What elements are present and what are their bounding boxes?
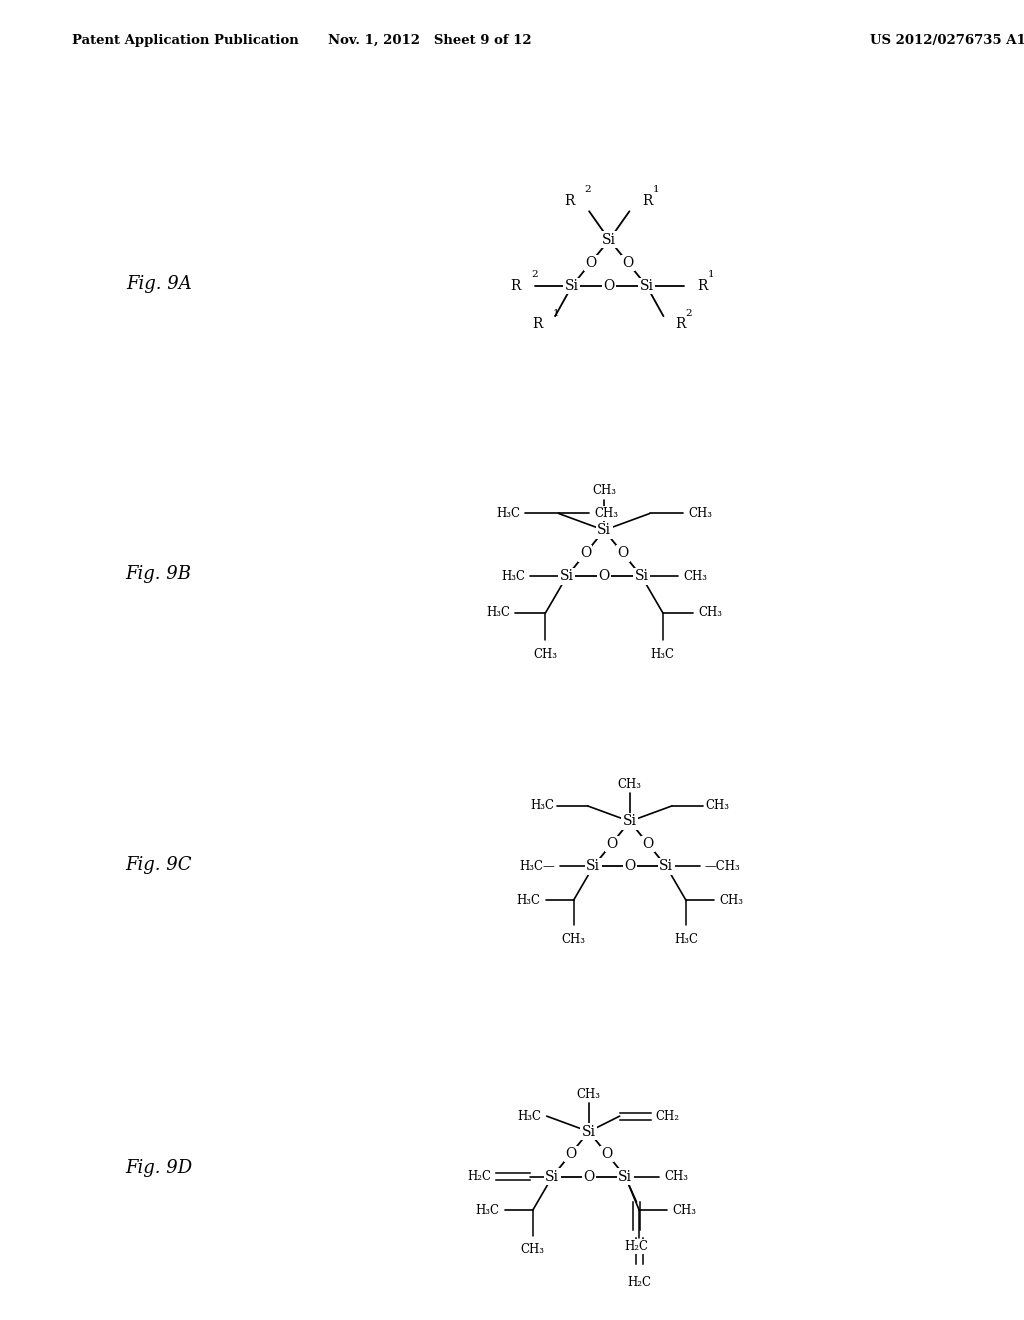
- Text: Si: Si: [635, 569, 648, 583]
- Text: CH₃: CH₃: [705, 800, 729, 812]
- Text: H₂C: H₂C: [467, 1170, 492, 1183]
- Text: Si: Si: [546, 1170, 559, 1184]
- Text: Fig. 9D: Fig. 9D: [125, 1159, 193, 1177]
- Text: O: O: [604, 279, 614, 293]
- Text: 2: 2: [530, 271, 538, 279]
- Text: H₃C: H₃C: [674, 933, 698, 946]
- Text: US 2012/0276735 A1: US 2012/0276735 A1: [870, 34, 1024, 46]
- Text: H₃C: H₃C: [502, 570, 525, 583]
- Text: CH₃: CH₃: [520, 1243, 545, 1257]
- Text: CH₃: CH₃: [719, 894, 743, 907]
- Text: CH₃: CH₃: [534, 648, 557, 661]
- Text: O: O: [585, 256, 596, 269]
- Text: CH₃: CH₃: [673, 1204, 696, 1217]
- Text: CH₃: CH₃: [594, 507, 617, 520]
- Text: H₃C—: H₃C—: [519, 859, 555, 873]
- Text: CH₃: CH₃: [664, 1170, 688, 1183]
- Text: H₃C: H₃C: [496, 507, 520, 520]
- Text: Patent Application Publication: Patent Application Publication: [72, 34, 299, 46]
- Text: H₃C: H₃C: [486, 606, 510, 619]
- Text: 1: 1: [708, 271, 715, 279]
- Text: R: R: [532, 317, 543, 331]
- Text: H₃C: H₃C: [651, 648, 675, 661]
- Text: O: O: [601, 1147, 612, 1162]
- Text: 1: 1: [652, 185, 659, 194]
- Text: O: O: [625, 859, 635, 874]
- Text: Si: Si: [602, 232, 616, 247]
- Text: CH₃: CH₃: [577, 1088, 601, 1101]
- Text: Fig. 9C: Fig. 9C: [126, 855, 191, 874]
- Text: Fig. 9A: Fig. 9A: [126, 275, 191, 293]
- Text: Fig. 9B: Fig. 9B: [126, 565, 191, 583]
- Text: Si: Si: [587, 859, 600, 874]
- Text: O: O: [580, 546, 591, 560]
- Text: —CH₃: —CH₃: [705, 859, 740, 873]
- Text: H₂C: H₂C: [625, 1239, 648, 1253]
- Text: H₂C: H₂C: [628, 1276, 651, 1290]
- Text: Si: Si: [565, 279, 579, 293]
- Text: O: O: [565, 1147, 577, 1162]
- Text: CH₃: CH₃: [592, 484, 616, 498]
- Text: 2: 2: [584, 185, 591, 194]
- Text: H₃C: H₃C: [516, 894, 541, 907]
- Text: H₃C: H₃C: [518, 1110, 542, 1122]
- Text: H₃C: H₃C: [475, 1204, 500, 1217]
- Text: 2: 2: [685, 309, 692, 318]
- Text: Si: Si: [640, 279, 653, 293]
- Text: O: O: [617, 546, 629, 560]
- Text: R: R: [697, 279, 708, 293]
- Text: R: R: [642, 194, 653, 209]
- Text: O: O: [606, 837, 617, 851]
- Text: R: R: [676, 317, 686, 331]
- Text: H₃C: H₃C: [530, 800, 555, 812]
- Text: CH₃: CH₃: [617, 777, 642, 791]
- Text: O: O: [642, 837, 653, 851]
- Text: CH₂: CH₂: [655, 1110, 680, 1122]
- Text: CH₃: CH₃: [561, 933, 586, 946]
- Text: CH₃: CH₃: [683, 570, 707, 583]
- Text: 1: 1: [553, 309, 560, 318]
- Text: O: O: [623, 256, 634, 269]
- Text: R: R: [565, 194, 575, 209]
- Text: Si: Si: [618, 1170, 632, 1184]
- Text: Si: Si: [560, 569, 573, 583]
- Text: CH₃: CH₃: [698, 606, 722, 619]
- Text: Si: Si: [623, 814, 637, 829]
- Text: O: O: [599, 569, 609, 583]
- Text: CH₃: CH₃: [688, 507, 713, 520]
- Text: R: R: [511, 279, 521, 293]
- Text: O: O: [584, 1170, 594, 1184]
- Text: Si: Si: [659, 859, 673, 874]
- Text: Nov. 1, 2012   Sheet 9 of 12: Nov. 1, 2012 Sheet 9 of 12: [328, 34, 531, 46]
- Text: Si: Si: [597, 523, 611, 537]
- Text: Si: Si: [582, 1125, 596, 1139]
